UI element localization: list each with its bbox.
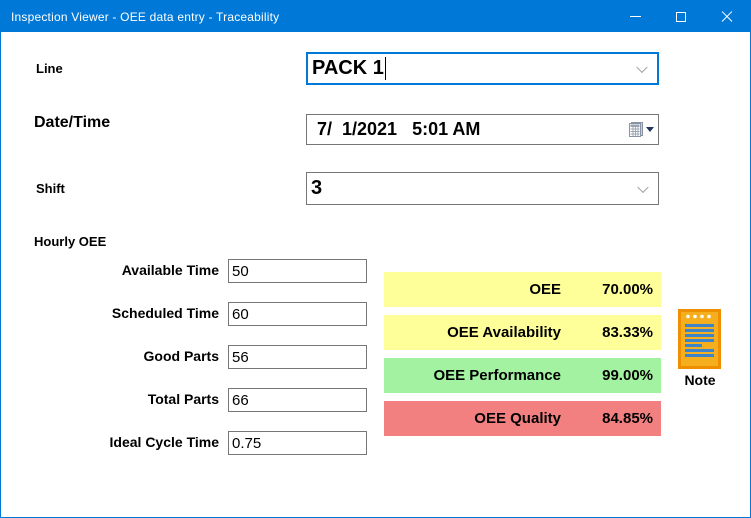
- available-time-input[interactable]: [228, 259, 367, 283]
- caption-buttons: [612, 1, 750, 32]
- oee-availability-value: 83.33%: [602, 324, 653, 341]
- oee-performance-value: 99.00%: [602, 367, 653, 384]
- oee-result-row: OEE 70.00%: [384, 272, 661, 307]
- scheduled-time-label: Scheduled Time: [111, 305, 219, 321]
- good-parts-input[interactable]: [228, 345, 367, 369]
- shift-label: Shift: [36, 181, 65, 196]
- available-time-label: Available Time: [121, 262, 219, 278]
- maximize-button[interactable]: [658, 1, 704, 32]
- good-parts-label: Good Parts: [143, 348, 219, 364]
- shift-value: 3: [311, 177, 323, 199]
- total-parts-input[interactable]: [228, 388, 367, 412]
- window-title: Inspection Viewer - OEE data entry - Tra…: [11, 9, 280, 24]
- shift-combobox[interactable]: 3: [306, 172, 659, 205]
- oee-value: 70.00%: [602, 281, 653, 298]
- oee-availability-label: OEE Availability: [447, 324, 561, 341]
- dropdown-arrow-icon: [646, 127, 654, 132]
- oee-quality-row: OEE Quality 84.85%: [384, 401, 661, 436]
- datetime-picker[interactable]: 7/ 1/2021 5:01 AM: [306, 114, 659, 145]
- note-label: Note: [684, 372, 716, 388]
- hourly-oee-heading: Hourly OEE: [34, 234, 107, 249]
- ideal-cycle-time-label: Ideal Cycle Time: [109, 434, 219, 450]
- chevron-down-icon[interactable]: [636, 61, 648, 73]
- minimize-button[interactable]: [612, 1, 658, 32]
- ideal-cycle-time-input[interactable]: [228, 431, 367, 455]
- close-icon: [720, 10, 734, 24]
- line-combobox[interactable]: PACK 1: [306, 52, 659, 85]
- datetime-dropdown-button[interactable]: [620, 115, 654, 144]
- oee-performance-row: OEE Performance 99.00%: [384, 358, 661, 393]
- datetime-label: Date/Time: [34, 114, 111, 131]
- titlebar: Inspection Viewer - OEE data entry - Tra…: [1, 1, 750, 32]
- scheduled-time-input[interactable]: [228, 302, 367, 326]
- minimize-icon: [629, 16, 641, 17]
- oee-availability-row: OEE Availability 83.33%: [384, 315, 661, 350]
- maximize-icon: [676, 11, 686, 22]
- line-value: PACK 1: [312, 57, 384, 79]
- note-button[interactable]: [678, 309, 721, 374]
- line-label: Line: [36, 61, 63, 76]
- notepad-icon: [678, 309, 721, 369]
- chevron-down-icon[interactable]: [637, 181, 649, 193]
- close-button[interactable]: [704, 1, 750, 32]
- total-parts-label: Total Parts: [147, 391, 219, 407]
- text-cursor: [384, 57, 386, 80]
- calendar-icon: [629, 122, 643, 137]
- oee-quality-label: OEE Quality: [474, 410, 561, 427]
- datetime-value: 7/ 1/2021 5:01 AM: [317, 119, 481, 139]
- oee-quality-value: 84.85%: [602, 410, 653, 427]
- oee-label: OEE: [529, 281, 561, 298]
- oee-performance-label: OEE Performance: [433, 367, 561, 384]
